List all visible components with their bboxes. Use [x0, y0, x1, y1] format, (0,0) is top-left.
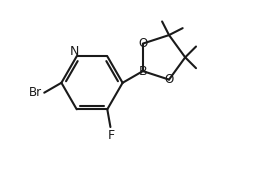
Text: B: B — [138, 65, 147, 78]
Text: F: F — [108, 129, 115, 142]
Text: N: N — [69, 45, 79, 58]
Text: O: O — [164, 73, 174, 86]
Text: O: O — [138, 37, 147, 50]
Text: Br: Br — [28, 86, 41, 99]
